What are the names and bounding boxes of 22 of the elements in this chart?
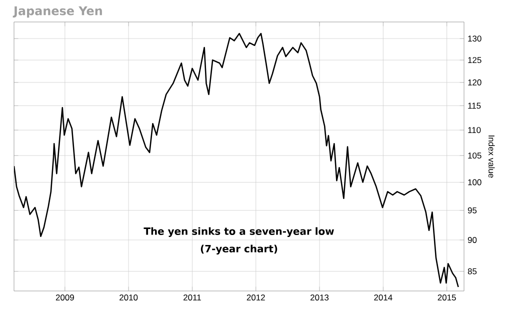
x-tick-label: 2012	[246, 294, 265, 300]
annotation: (7-year chart)	[200, 244, 278, 254]
x-tick-label: 2014	[374, 294, 392, 300]
y-tick-label: 130	[468, 36, 482, 42]
y-tick-label: 115	[468, 102, 481, 109]
x-tick-label: 2013	[310, 294, 329, 300]
y-tick-label: 120	[468, 79, 482, 86]
y-tick-label: 90	[468, 236, 477, 243]
x-tick-label: 2009	[56, 294, 74, 300]
annotation: The yen sinks to a seven-year low	[144, 227, 334, 237]
y-tick-label: 105	[468, 152, 482, 159]
y-tick-label: 85	[468, 268, 477, 274]
y-tick-label: 100	[468, 179, 482, 186]
x-tick-label: 2011	[184, 294, 201, 300]
line-series	[14, 32, 459, 288]
y-tick-label: 110	[468, 127, 481, 134]
y-tick-label: 95	[468, 207, 477, 214]
y-axis-title: Index value	[488, 136, 495, 178]
x-tick-label: 2015	[438, 294, 456, 300]
y-tick-label: 125	[468, 57, 482, 64]
x-tick-label: 2010	[120, 294, 138, 300]
chart-title: Japanese Yen	[12, 6, 102, 18]
